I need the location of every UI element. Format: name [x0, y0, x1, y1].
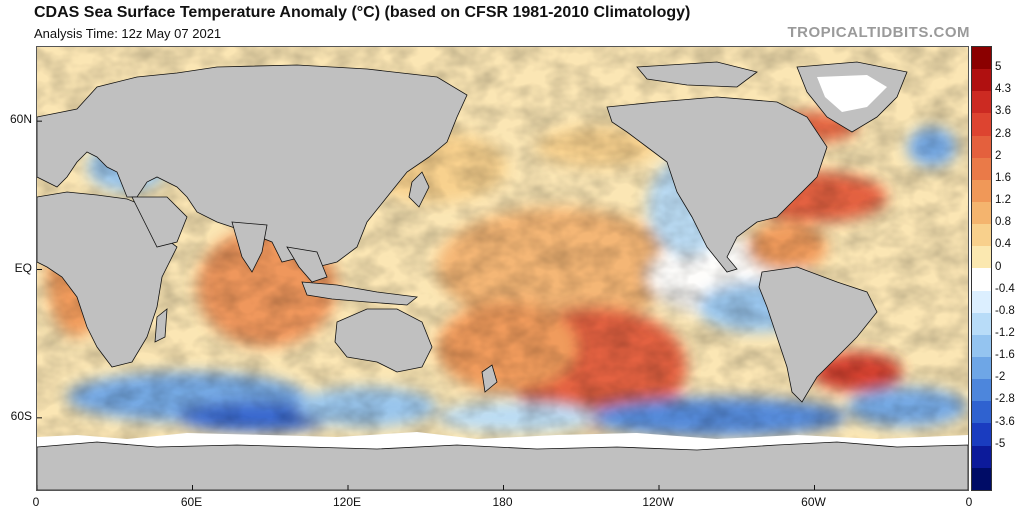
colorbar-cell [972, 401, 991, 424]
colorbar-label: 4.3 [995, 83, 1011, 96]
colorbar-label: 3.6 [995, 105, 1011, 118]
arctic-islands [636, 61, 758, 88]
japan [408, 171, 430, 208]
ocean-anomaly-field [37, 47, 968, 490]
colorbar-label: 2 [995, 149, 1002, 162]
lat-label: EQ [14, 260, 32, 275]
madagascar [154, 308, 168, 343]
colorbar-cell [972, 157, 991, 180]
colorbar-label: -5 [995, 437, 1006, 450]
arabia [131, 196, 188, 248]
graticule [37, 120, 815, 490]
colorbar-cell [972, 445, 991, 468]
new-zealand [481, 364, 498, 393]
analysis-time: Analysis Time: 12z May 07 2021 [34, 26, 222, 41]
colorbar-label: 0.8 [995, 216, 1011, 229]
lon-label: 60W [801, 495, 826, 509]
lon-label: 120E [332, 495, 362, 509]
lat-label: 60N [9, 112, 32, 127]
colorbar-cell [972, 179, 991, 202]
colorbar-label: 1.6 [995, 171, 1011, 184]
colorbar-cell [972, 356, 991, 380]
lon-label: 120W [642, 495, 674, 509]
lon-label: 180 [492, 495, 513, 509]
colorbar-label: 5 [995, 61, 1002, 74]
colorbar-label: 0 [995, 260, 1002, 273]
north-america [606, 96, 828, 273]
eurasia-landmass [37, 64, 468, 268]
indonesia [301, 281, 418, 306]
colorbar-cell [972, 334, 991, 357]
colorbar-label: -2 [995, 371, 1006, 384]
colorbar-label: -2.8 [995, 393, 1015, 406]
colorbar-label: -3.6 [995, 415, 1015, 428]
africa [37, 191, 178, 368]
chart-title: CDAS Sea Surface Temperature Anomaly (°C… [34, 4, 691, 21]
colorbar-label: -0.4 [995, 282, 1015, 295]
colorbar-label: 1.2 [995, 194, 1011, 207]
colorbar-label: 2.8 [995, 127, 1011, 140]
sst-anomaly-map [36, 46, 969, 491]
colorbar-cell [972, 47, 991, 70]
colorbar-cell [972, 113, 991, 136]
southeast-asia [286, 246, 328, 283]
brand-watermark: TROPICALTIDBITS.COM [787, 24, 970, 41]
colorbar-cell [972, 312, 991, 335]
colorbar [971, 46, 992, 491]
colorbar-cell [972, 201, 991, 225]
colorbar-cell [972, 379, 991, 402]
colorbar-cell [972, 423, 991, 446]
colorbar-cell [972, 224, 991, 247]
colorbar-cell [972, 91, 991, 114]
antarctica [37, 441, 968, 490]
colorbar-label: -0.8 [995, 304, 1015, 317]
colorbar-cell [972, 135, 991, 158]
colorbar-label: -1.2 [995, 326, 1015, 339]
greenland-ice [817, 75, 887, 112]
colorbar-label: 0.4 [995, 238, 1011, 251]
colorbar-cell [972, 246, 991, 269]
colorbar-cell [972, 290, 991, 313]
australia [334, 308, 433, 373]
colorbar-label: -1.6 [995, 349, 1015, 362]
colorbar-cell [972, 69, 991, 92]
map-canvas [37, 47, 968, 490]
colorbar-cell [972, 268, 991, 291]
lon-label: 0 [32, 495, 40, 509]
colorbar-cell [972, 467, 991, 490]
india [231, 221, 268, 273]
lon-label: 0 [965, 495, 973, 509]
lat-label: 60S [10, 408, 32, 423]
lon-label: 60E [180, 495, 203, 509]
south-america [758, 266, 878, 403]
